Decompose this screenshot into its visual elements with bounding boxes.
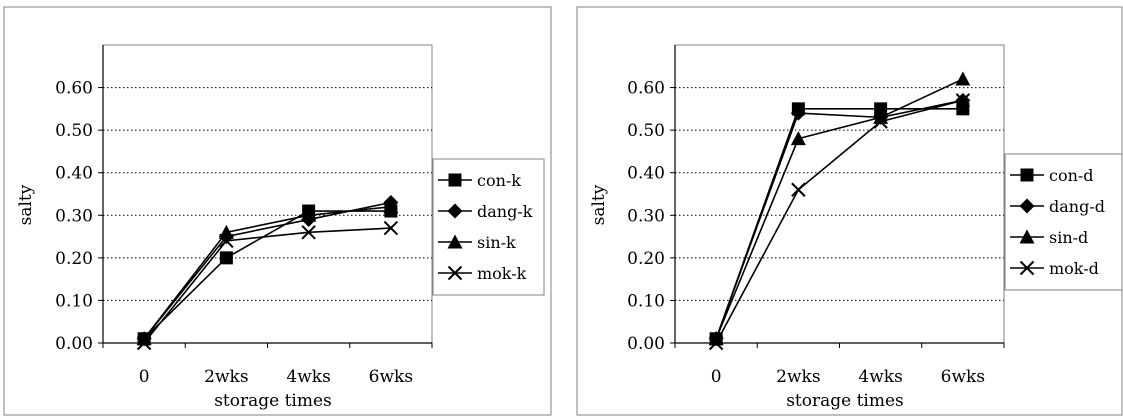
chart-k-y-tick-label: 0.20	[55, 249, 93, 269]
chart-k: 0.00 0.10 0.20 0.30 0.40 0.50 0.60 0 2wks 4wks 6w…	[3, 6, 552, 416]
legend-item-con-d: con-d	[1010, 166, 1094, 185]
data-point-mok-k-4wks	[301, 225, 316, 240]
data-point-con-k-2wks	[219, 251, 233, 265]
chart-k-x-tick-label: 0	[139, 367, 150, 387]
chart-k-y-tick-label: 0.40	[55, 164, 93, 184]
chart-d-x-tick-label: 2wks	[776, 367, 820, 387]
chart-k-x-axis-title: storage times	[214, 391, 332, 411]
chart-d-series-mok-d	[708, 93, 971, 351]
chart-k-y-tick-label: 0.10	[55, 291, 93, 311]
series-line-sin-d	[715, 78, 964, 340]
chart-d-y-tick-label: 0.00	[627, 334, 665, 354]
chart-k-y-tick-label: 0.30	[55, 206, 93, 226]
data-point-con-d-6wks	[956, 102, 970, 116]
chart-k-series	[136, 195, 399, 351]
legend-marker-mok-k	[447, 265, 463, 281]
data-point-sin-d-6wks	[955, 71, 971, 86]
legend-label-sin-k: sin-k	[477, 233, 516, 252]
legend-label-con-k: con-k	[477, 171, 521, 190]
chart-k-x-tick-label: 4wks	[286, 367, 330, 387]
data-point-sin-d-2wks	[790, 131, 806, 146]
chart-d-x-axis: 0 2wks 4wks 6wks	[674, 342, 1005, 387]
data-point-mok-d-6wks	[955, 93, 971, 108]
legend-label-con-d: con-d	[1049, 166, 1094, 185]
legend-label-mok-d: mok-d	[1049, 259, 1099, 278]
series-line-sin-k	[143, 205, 391, 340]
chart-d-x-axis-title: storage times	[786, 391, 904, 411]
chart-d: 0.00 0.10 0.20 0.30 0.40 0.50 0.60 0 2wks 4wks 6w…	[576, 6, 1123, 416]
chart-d-y-tick-label: 0.30	[627, 206, 665, 226]
chart-k-x-tick-label: 6wks	[369, 367, 413, 387]
legend-label-dang-d: dang-d	[1049, 197, 1105, 216]
series-line-mok-d	[715, 99, 964, 344]
chart-k-y-tick-label: 0.50	[55, 121, 93, 141]
chart-d-series	[708, 71, 971, 351]
legend-marker-dang-k	[447, 203, 463, 219]
chart-d-x-tick-label: 4wks	[858, 367, 902, 387]
chart-d-legend: con-d dang-d sin-d mok-d	[1010, 166, 1105, 278]
chart-d-gridlines	[675, 87, 1004, 301]
legend-marker-dang-d	[1019, 198, 1035, 214]
chart-d-x-tick-label: 6wks	[941, 367, 985, 387]
chart-d-y-tick-label: 0.50	[627, 121, 665, 141]
chart-d-x-tick-label: 0	[711, 367, 722, 387]
chart-k-x-axis: 0 2wks 4wks 6wks	[102, 342, 433, 387]
legend-item-dang-k: dang-k	[438, 202, 533, 221]
data-point-sin-d-0	[708, 331, 724, 346]
legend-item-mok-k: mok-k	[438, 264, 527, 283]
chart-d-y-tick-label: 0.20	[627, 249, 665, 269]
legend-item-con-k: con-k	[438, 171, 521, 190]
legend-item-sin-d: sin-d	[1010, 228, 1088, 247]
data-point-sin-k-0	[136, 331, 152, 346]
chart-d-y-tick-label: 0.60	[627, 79, 665, 99]
legend-marker-sin-k	[447, 234, 463, 249]
legend-label-mok-k: mok-k	[477, 264, 527, 283]
legend-item-mok-d: mok-d	[1010, 259, 1099, 278]
chart-k-series-sin-k	[136, 199, 399, 346]
data-point-mok-k-2wks	[219, 233, 234, 249]
legend-marker-sin-d	[1019, 229, 1035, 244]
chart-k-series-mok-k	[136, 220, 399, 351]
chart-k-gridlines	[103, 87, 432, 301]
chart-d-y-tick-label: 0.40	[627, 164, 665, 184]
chart-d-y-tick-label: 0.10	[627, 291, 665, 311]
chart-k-x-tick-label: 2wks	[204, 367, 248, 387]
data-point-mok-d-4wks	[873, 114, 888, 129]
chart-k-y-tick-label: 0.00	[55, 334, 93, 354]
data-point-mok-k-6wks	[383, 220, 399, 236]
chart-d-y-axis: 0.00 0.10 0.20 0.30 0.40 0.50 0.60	[627, 45, 676, 354]
data-point-sin-k-2wks	[218, 224, 234, 239]
legend-label-sin-d: sin-d	[1049, 228, 1088, 247]
data-point-sin-k-4wks	[301, 207, 317, 222]
series-line-dang-d	[715, 99, 964, 340]
legend-label-dang-k: dang-k	[477, 202, 533, 221]
data-point-con-d-4wks	[874, 102, 888, 116]
data-point-dang-d-2wks	[790, 105, 806, 121]
data-point-mok-k-0	[136, 335, 152, 351]
chart-k-legend: con-k dang-k sin-k mok-k	[438, 171, 533, 283]
chart-d-y-axis-title: salty	[589, 184, 609, 225]
data-point-sin-k-6wks	[383, 199, 399, 214]
legend-marker-mok-d	[1019, 260, 1035, 276]
data-point-mok-d-0	[708, 335, 724, 351]
chart-k-y-axis: 0.00 0.10 0.20 0.30 0.40 0.50 0.60	[55, 45, 104, 354]
data-point-mok-d-2wks	[791, 182, 806, 197]
series-line-mok-k	[143, 227, 391, 344]
legend-item-dang-d: dang-d	[1010, 197, 1105, 216]
legend-item-sin-k: sin-k	[438, 233, 516, 252]
chart-k-y-axis-title: salty	[16, 184, 36, 225]
chart-k-y-tick-label: 0.60	[55, 79, 93, 99]
legend-marker-con-k	[448, 173, 462, 187]
legend-marker-con-d	[1020, 168, 1034, 182]
